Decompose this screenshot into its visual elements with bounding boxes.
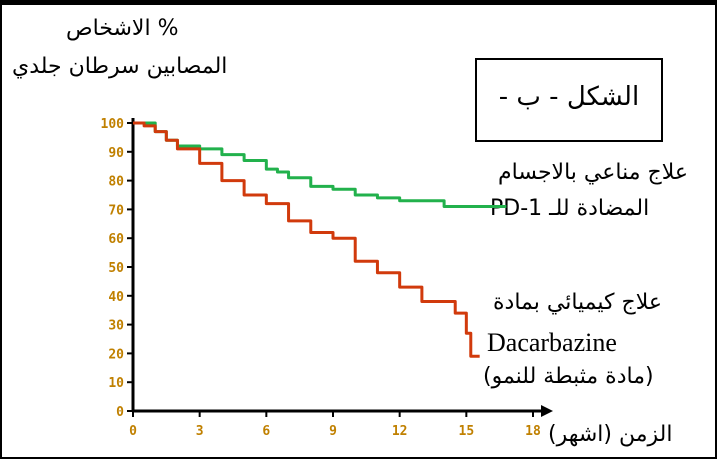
y-tick-label: 10: [108, 376, 124, 391]
dacarbazine-series-line: [133, 121, 480, 358]
y-tick-label: 80: [108, 175, 124, 190]
chart-series: [133, 121, 507, 358]
dacarbazine-label-line3: (مادة مثبطة للنمو): [483, 364, 654, 389]
x-tick-label: 12: [392, 424, 408, 439]
x-tick-label: 9: [329, 424, 337, 439]
x-axis-arrow: [541, 405, 553, 417]
x-tick-label: 6: [262, 424, 270, 439]
y-tick-label: 60: [108, 232, 124, 247]
x-tick-label: 18: [525, 424, 541, 439]
y-tick-label: 20: [108, 347, 124, 362]
dacarbazine-label-line1: علاج كيميائي بمادة: [493, 290, 662, 315]
y-tick-label: 40: [108, 290, 124, 305]
y-tick-label: 100: [101, 117, 125, 132]
y-tick-label: 0: [116, 405, 124, 420]
y-tick-label: 90: [108, 146, 124, 161]
x-tick-label: 0: [129, 424, 137, 439]
chart-axes: [131, 118, 553, 417]
dacarbazine-label-line2: Dacarbazine: [487, 328, 617, 357]
pd1-label-line2: المضادة للـ PD-1: [490, 196, 650, 221]
y-axis-label-line2: المصابين سرطان جلدي: [12, 54, 228, 79]
pd1-series-line: [133, 121, 507, 209]
pd1-label-line1: علاج مناعي بالاجسام: [498, 160, 688, 185]
y-tick-label: 70: [108, 203, 124, 218]
x-tick-label: 15: [459, 424, 475, 439]
chart-ticks: 0 10 20 30 40 50 60 70 80 90 100 0 3 6 9 12 15 18: [101, 117, 541, 439]
figure-label: الشكل - ب -: [498, 82, 640, 112]
y-axis-label-line1: % الاشخاص: [66, 16, 179, 41]
y-tick-label: 30: [108, 319, 124, 334]
figure-label-box: الشكل - ب -: [475, 58, 663, 142]
x-tick-label: 3: [196, 424, 204, 439]
y-tick-label: 50: [108, 261, 124, 276]
x-axis-label: الزمن (اشهر): [548, 422, 673, 447]
